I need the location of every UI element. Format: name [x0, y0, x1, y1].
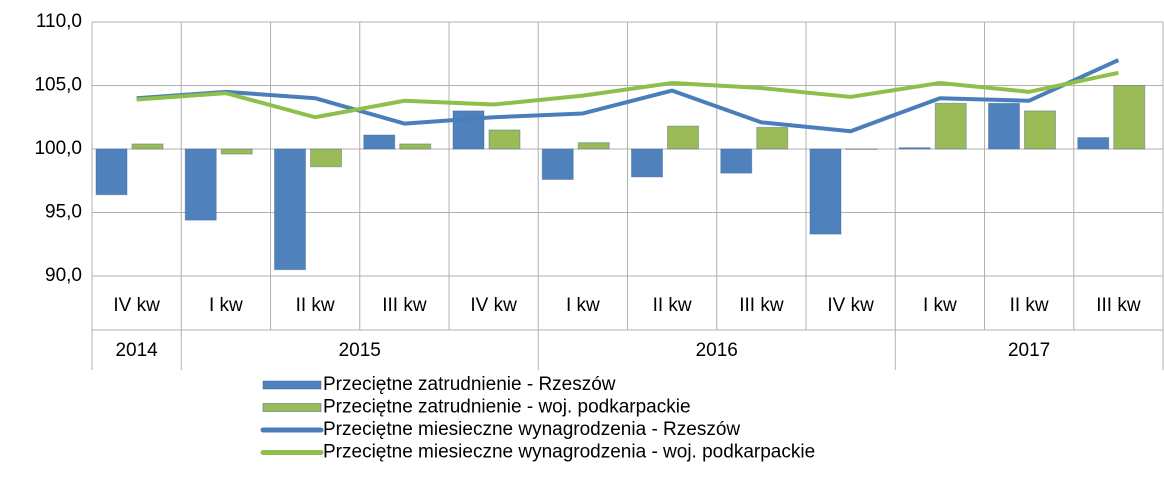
y-tick-label: 100,0 [34, 138, 82, 159]
bar [274, 148, 306, 271]
bar [310, 148, 342, 168]
bar [399, 143, 432, 150]
bar [1077, 137, 1110, 150]
legend-marker [262, 403, 322, 412]
line-series [136, 70, 1119, 120]
bar [988, 102, 1020, 150]
y-tick-label: 105,0 [34, 75, 82, 96]
x-tick-label: IV kw [827, 295, 874, 316]
x-tick-label: III kw [382, 295, 427, 316]
x-tick-label: I kw [923, 295, 957, 316]
bar [667, 125, 699, 150]
line-series [136, 58, 1120, 134]
bar [1113, 85, 1146, 150]
x-tick-label: I kw [209, 295, 243, 316]
y-tick-label: 110,0 [36, 11, 82, 32]
bar [488, 129, 521, 150]
bar [845, 148, 878, 150]
x-tick-label: II kw [296, 295, 335, 316]
bar [898, 147, 931, 150]
legend-marker [262, 380, 322, 390]
bar [131, 143, 164, 150]
bar [577, 142, 610, 150]
bar [756, 126, 789, 150]
bar [220, 148, 253, 155]
bar [541, 148, 574, 180]
legend-label: Przeciętne zatrudnienie - woj. podkarpac… [323, 397, 691, 418]
year-label: 2014 [115, 340, 158, 361]
legend-label: Przeciętne miesieczne wynagrodzenia - Rz… [323, 419, 740, 440]
x-tick-label: II kw [1010, 295, 1049, 316]
year-label: 2016 [696, 340, 738, 361]
bar [363, 134, 396, 150]
legend-label: Przeciętne zatrudnienie - Rzeszów [323, 374, 616, 395]
bar [631, 148, 663, 178]
year-label: 2015 [339, 340, 381, 361]
y-tick-label: 90,0 [45, 265, 82, 286]
year-label: 2017 [1008, 340, 1050, 361]
x-tick-label: I kw [566, 295, 600, 316]
x-tick-label: II kw [653, 295, 692, 316]
bar [1024, 110, 1056, 150]
bar [95, 148, 128, 196]
x-tick-label: IV kw [470, 295, 517, 316]
bar [934, 102, 967, 150]
y-tick-label: 95,0 [45, 202, 82, 223]
bar [184, 148, 217, 221]
bar [809, 148, 842, 235]
x-tick-label: III kw [739, 295, 784, 316]
x-tick-label: IV kw [113, 295, 160, 316]
legend-label: Przeciętne miesieczne wynagrodzenia - wo… [323, 442, 815, 463]
x-tick-label: III kw [1096, 295, 1141, 316]
bar [720, 148, 753, 174]
